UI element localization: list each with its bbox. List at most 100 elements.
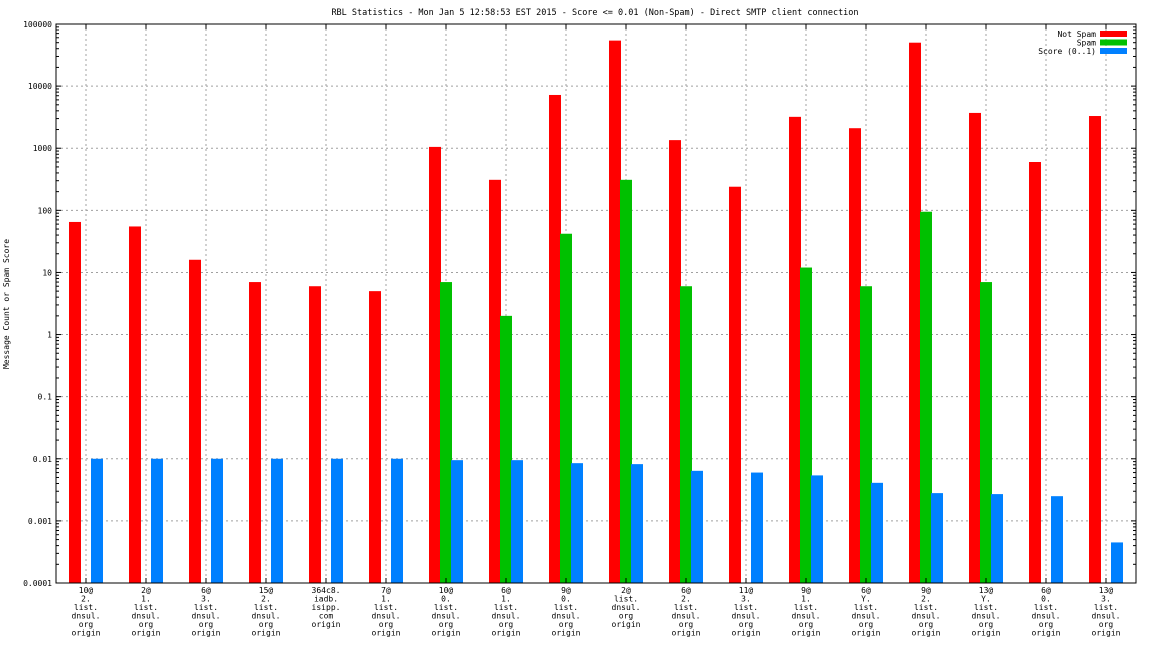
x-tick-label-line: 6@ — [681, 586, 691, 595]
x-tick-label: 15@ 2. list. dnsul. org origin — [252, 586, 281, 638]
bars — [69, 40, 1123, 584]
chart-title: RBL Statistics - Mon Jan 5 12:58:53 EST … — [331, 8, 858, 18]
x-tick-label-line: 6@ — [501, 586, 511, 595]
x-tick-label-line: list. — [74, 603, 98, 612]
x-tick-label: 6@ 3. list. dnsul. org origin — [192, 586, 221, 638]
x-tick-label-line: com — [319, 612, 334, 621]
bar-score-0-1 — [511, 460, 523, 583]
x-tick-label-line: 2. — [261, 595, 271, 604]
bar-spam — [980, 282, 992, 583]
x-tick-label-line: org — [499, 620, 514, 629]
bar-score-0-1 — [451, 460, 463, 583]
x-tick-label-line: dnsul. — [972, 612, 1001, 621]
bar-not-spam — [69, 221, 81, 583]
x-tick-label-line: org — [439, 620, 454, 629]
x-tick-label-line: org — [379, 620, 394, 629]
bar-score-0-1 — [931, 493, 943, 583]
y-tick-label: 1 — [47, 331, 52, 340]
x-tick-label-line: 11@ — [739, 586, 754, 595]
x-tick-label-line: 9@ — [801, 586, 811, 595]
x-tick-label-line: origin — [852, 629, 881, 638]
x-tick-label-line: org — [799, 620, 814, 629]
x-tick-label-line: list. — [974, 603, 998, 612]
y-tick-label: 0.0001 — [23, 579, 52, 588]
x-tick-label-line: 1. — [801, 595, 811, 604]
x-tick-label-line: org — [979, 620, 994, 629]
x-tick-label-line: 1. — [501, 595, 511, 604]
x-tick-label: 9@ 1. list. dnsul. org origin — [792, 586, 821, 638]
x-tick-label-line: origin — [612, 620, 641, 629]
y-tick-label: 1000 — [33, 144, 52, 153]
x-tick-label-line: origin — [492, 629, 521, 638]
legend-label: Spam — [1077, 39, 1096, 48]
x-tick-label-line: dnsul. — [252, 612, 281, 621]
x-tick-label-line: origin — [372, 629, 401, 638]
x-tick-label-line: org — [679, 620, 694, 629]
x-tick-label-line: origin — [1032, 629, 1061, 638]
x-tick-label-line: origin — [912, 629, 941, 638]
legend-swatch — [1100, 39, 1127, 46]
x-tick-label-line: list. — [1094, 603, 1118, 612]
y-tick-label: 10 — [42, 268, 52, 277]
x-tick-label: 11@ 3. list. dnsul. org origin — [732, 586, 761, 638]
bar-score-0-1 — [991, 494, 1003, 583]
bar-not-spam — [1089, 116, 1101, 583]
y-tick-label: 0.01 — [33, 455, 52, 464]
x-tick-label-line: 13@ — [1099, 586, 1114, 595]
x-tick-label-line: list. — [134, 603, 158, 612]
bar-score-0-1 — [751, 472, 763, 583]
x-tick-label-line: 1. — [141, 595, 151, 604]
x-tick-label-line: dnsul. — [552, 612, 581, 621]
y-axis: 100000 10000 1000 100 10 1 0.1 0.01 0.001 0.0001 — [23, 20, 1136, 588]
x-tick-label-line: origin — [972, 629, 1001, 638]
x-tick-label-line: origin — [732, 629, 761, 638]
x-tick-label: 364c8. iadb. isipp. com origin — [312, 586, 341, 629]
x-tick-label-line: list. — [374, 603, 398, 612]
x-tick-label: 2@ list. dnsul. org origin — [612, 586, 641, 629]
x-tick-label-line: 10@ — [439, 586, 454, 595]
bar-not-spam — [609, 40, 621, 583]
bar-not-spam — [489, 179, 501, 583]
x-tick-label: 13@ Y. list. dnsul. org origin — [972, 586, 1001, 638]
x-tick-label-line: list. — [194, 603, 218, 612]
bar-not-spam — [309, 286, 321, 583]
x-tick-label-line: list. — [554, 603, 578, 612]
bar-spam — [800, 267, 812, 583]
bar-score-0-1 — [571, 463, 583, 583]
bar-not-spam — [189, 259, 201, 583]
x-tick-label-line: 1. — [381, 595, 391, 604]
x-tick-label: 13@ 3. list. dnsul. org origin — [1092, 586, 1121, 638]
bar-score-0-1 — [331, 458, 343, 583]
x-tick-label-line: 0. — [561, 595, 571, 604]
bar-not-spam — [1029, 162, 1041, 583]
x-tick-label-line: org — [1099, 620, 1114, 629]
x-tick-label-line: list. — [614, 595, 638, 604]
x-tick-label-line: origin — [672, 629, 701, 638]
x-tick-label-line: org — [859, 620, 874, 629]
y-tick-label: 100 — [38, 206, 53, 215]
bar-not-spam — [369, 291, 381, 583]
y-tick-label: 100000 — [23, 20, 52, 29]
x-tick-label: 6@ Y. list. dnsul. org origin — [852, 586, 881, 638]
x-tick-label: 7@ 1. list. dnsul. org origin — [372, 586, 401, 638]
bar-not-spam — [429, 146, 441, 583]
bar-spam — [680, 286, 692, 583]
x-tick-label-line: list. — [914, 603, 938, 612]
x-tick-label-line: org — [79, 620, 94, 629]
x-tick-label-line: list. — [794, 603, 818, 612]
x-tick-label-line: dnsul. — [672, 612, 701, 621]
x-tick-label-line: org — [559, 620, 574, 629]
x-tick-label-line: org — [619, 612, 634, 621]
bar-score-0-1 — [91, 458, 103, 583]
x-tick-label-line: 3. — [201, 595, 211, 604]
x-tick-label-line: iadb. — [314, 595, 338, 604]
x-tick-label: 10@ 2. list. dnsul. org origin — [72, 586, 101, 638]
x-tick-label-line: dnsul. — [1092, 612, 1121, 621]
bar-score-0-1 — [1111, 542, 1123, 583]
x-tick-label-line: dnsul. — [372, 612, 401, 621]
x-tick-label-line: Y. — [861, 595, 871, 604]
bar-not-spam — [969, 112, 981, 584]
bar-not-spam — [729, 186, 741, 583]
